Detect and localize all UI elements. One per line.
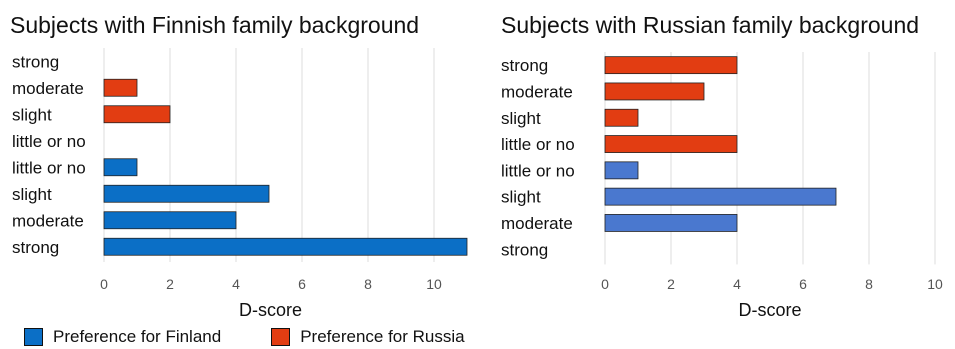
chart-1-x-tick-label: 2 [667, 276, 675, 292]
chart-0-x-tick-label: 2 [166, 276, 174, 292]
chart-0-x-tick-label: 6 [298, 276, 306, 292]
chart-1-y-category-label: slight [501, 109, 541, 128]
chart-1-y-category-label: moderate [501, 82, 573, 101]
chart-1-bar-russia [604, 56, 738, 75]
chart-1-bar-finland [604, 214, 738, 232]
chart-legend: Preference for Finland Preference for Ru… [24, 327, 515, 347]
chart-1-y-category-label: strong [501, 56, 548, 75]
legend-item-russia: Preference for Russia [271, 327, 465, 347]
chart-0-bar-finland [103, 211, 237, 230]
chart-0-y-category-label: slight [12, 185, 52, 204]
chart-1-y-category-label: strong [501, 240, 548, 259]
chart-1-y-category-label: little or no [501, 161, 575, 180]
chart-1-y-category-label: little or no [501, 135, 575, 154]
chart-1-bar-russia [604, 135, 738, 153]
chart-0-title: Subjects with Finnish family background [10, 12, 419, 38]
chart-0-bar-finland [103, 184, 270, 203]
chart-0-x-tick-label: 10 [426, 276, 442, 292]
chart-0-y-category-label: moderate [12, 79, 84, 98]
chart-0-y-category-label: strong [12, 52, 59, 71]
chart-1-x-tick-label: 10 [927, 276, 943, 292]
chart-0-bar-russia [103, 105, 171, 124]
chart-0-y-category-label: little or no [12, 132, 86, 151]
chart-1-y-category-label: moderate [501, 214, 573, 233]
chart-1-bar-russia [604, 82, 705, 101]
chart-0-x-tick-label: 8 [364, 276, 372, 292]
chart-0-bar-finland [103, 237, 468, 256]
chart-1-x-axis-title: D-score [738, 300, 801, 320]
legend-label-russia: Preference for Russia [300, 327, 465, 346]
legend-swatch-finland [24, 328, 43, 346]
legend-item-finland: Preference for Finland [24, 327, 221, 347]
chart-0-x-tick-label: 4 [232, 276, 240, 292]
chart-1-y-category-label: slight [501, 188, 541, 207]
chart-0-bar-russia [103, 78, 138, 97]
chart-1-bar-finland [604, 187, 837, 206]
chart-0-y-category-label: moderate [12, 211, 84, 230]
chart-0-bar-finland [103, 158, 138, 177]
chart-0-y-category-label: slight [12, 105, 52, 124]
chart-1-x-tick-label: 8 [865, 276, 873, 292]
chart-1-x-tick-label: 4 [733, 276, 741, 292]
chart-0-y-category-label: little or no [12, 158, 86, 177]
chart-1-x-tick-label: 0 [601, 276, 609, 292]
legend-label-finland: Preference for Finland [53, 327, 222, 346]
chart-1-title: Subjects with Russian family background [501, 12, 919, 38]
chart-0-x-tick-label: 0 [100, 276, 108, 292]
chart-1-bar-russia [604, 108, 639, 127]
chart-1-bar-finland [604, 161, 639, 180]
legend-swatch-russia [271, 328, 291, 346]
chart-0-x-axis-title: D-score [239, 300, 302, 320]
chart-0-y-category-label: strong [12, 238, 59, 257]
chart-1-x-tick-label: 6 [799, 276, 807, 292]
